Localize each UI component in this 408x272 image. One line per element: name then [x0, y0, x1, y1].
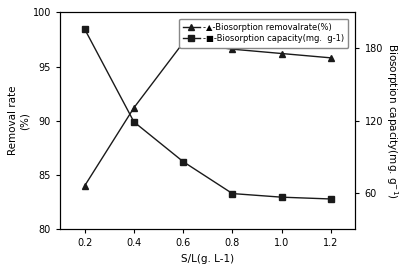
-▲-Biosorption removalrate(%)	[230, 48, 235, 51]
-▲-Biosorption removalrate(%)	[181, 41, 186, 44]
Y-axis label: Biosorption capacity(mg. g$^{-1}$): Biosorption capacity(mg. g$^{-1}$)	[384, 43, 400, 199]
-■-Biosorption capacity(mg.  g-1)	[279, 196, 284, 199]
-■-Biosorption capacity(mg.  g-1)	[131, 120, 136, 123]
-▲-Biosorption removalrate(%)	[82, 184, 87, 187]
-■-Biosorption capacity(mg.  g-1)	[328, 197, 333, 201]
-■-Biosorption capacity(mg.  g-1)	[181, 160, 186, 163]
Line: -■-Biosorption capacity(mg.  g-1): -■-Biosorption capacity(mg. g-1)	[82, 26, 334, 202]
X-axis label: S/L(g. L-1): S/L(g. L-1)	[181, 254, 234, 264]
-▲-Biosorption removalrate(%)	[131, 106, 136, 109]
Line: -▲-Biosorption removalrate(%): -▲-Biosorption removalrate(%)	[82, 39, 334, 189]
-▲-Biosorption removalrate(%)	[328, 56, 333, 60]
-▲-Biosorption removalrate(%)	[279, 52, 284, 55]
Legend: -▲-Biosorption removalrate(%), -■-Biosorption capacity(mg.  g-1): -▲-Biosorption removalrate(%), -■-Biosor…	[179, 19, 348, 48]
-■-Biosorption capacity(mg.  g-1)	[82, 27, 87, 31]
Y-axis label: Removal rate
(%): Removal rate (%)	[8, 86, 30, 156]
-■-Biosorption capacity(mg.  g-1)	[230, 192, 235, 195]
